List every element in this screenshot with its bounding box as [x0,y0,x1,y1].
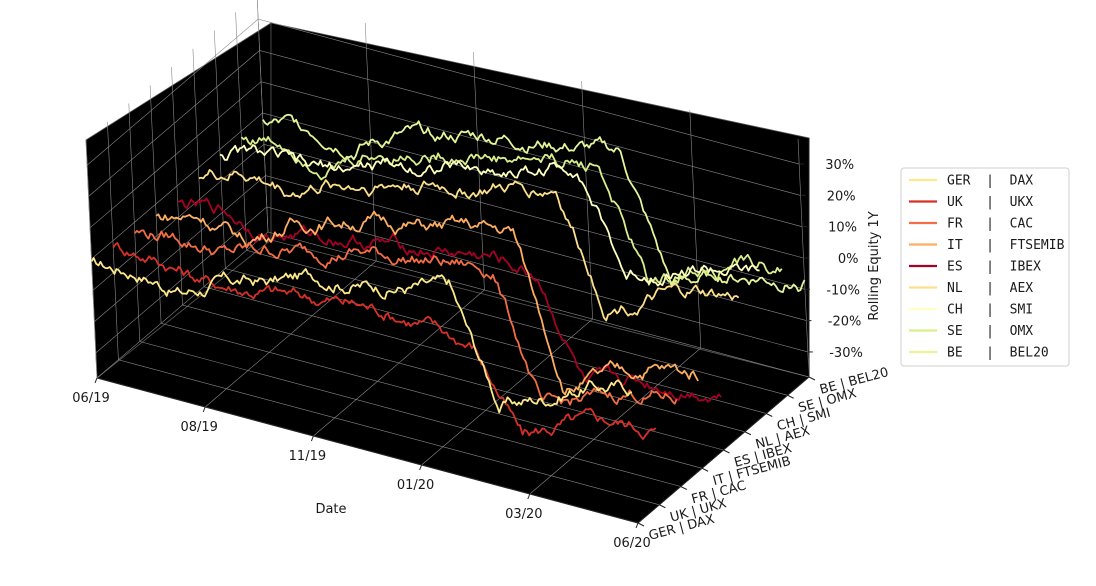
y-tick [637,522,645,527]
legend-label: NL | AEX [947,281,1033,296]
y-tick [787,394,794,399]
z-gridline [95,206,808,354]
legend-label: BE | BEL20 [947,346,1049,361]
y-gridline [128,103,681,487]
series-line [219,144,760,287]
x-tick [527,493,531,500]
z-tick-label: 0% [838,252,859,267]
series-line [240,135,783,286]
z-axis-label: Rolling Equity 1Y [867,211,882,320]
x-tick-label: 08/19 [180,420,217,435]
series-line [262,113,806,294]
x-tick [94,377,98,384]
x-axis-line [96,377,639,524]
y-gridline [192,48,745,433]
legend-box [900,167,1070,367]
series-line [90,257,633,414]
z-tick-label: -20% [828,315,862,330]
legend-label: UK | UKX [947,195,1033,210]
y-tick [766,413,773,417]
series-line [134,229,678,406]
legend-label: FR | CAC [947,217,1033,232]
legend-label: ES | IBEX [947,260,1041,275]
z-tick-label: 20% [827,189,856,204]
z-gridline [88,50,801,197]
y-gridline [235,12,788,396]
x-axis-label: Date [315,502,346,517]
series-line [198,168,740,322]
x-tick [202,406,206,413]
y-tick [744,431,752,436]
x-tick-label: 06/19 [72,391,109,406]
y-tick [723,449,730,454]
x-tick [310,435,314,442]
y-tick [808,376,816,381]
y-gridline [149,85,703,469]
z-gridline [89,81,803,228]
z-gridline [87,18,800,166]
z-gridline [92,143,805,291]
y-tick [701,467,709,472]
legend-label: CH | SMI [947,303,1033,318]
y-tick [680,486,687,490]
series-lines [90,113,806,441]
y-gridline [107,121,660,506]
y-gridline [256,0,810,378]
x-tick [419,464,423,471]
legend-label: IT | FTSEMIB [947,238,1065,253]
y-tick [659,504,666,509]
z-tick-label: 10% [828,221,857,236]
x-tick-label: 11/19 [289,449,326,464]
y-gridline [214,30,767,414]
x-tick-label: 01/20 [397,478,434,493]
z-tick-label: 30% [825,158,854,173]
x-tick-label: 03/20 [505,507,542,522]
z-tick-label: -10% [826,283,860,298]
series-line [112,242,657,441]
legend: GER | DAX UK | UKX FR | CAC IT | FTSEMIB ES … [900,167,1070,367]
x-tick [635,522,639,529]
x-tick-label: 06/20 [613,536,650,551]
legend-label: GER | DAX [947,174,1033,189]
legend-label: SE | OMX [947,324,1033,339]
z-gridline [91,112,804,260]
z-tick-label: -30% [829,346,863,361]
z-gridline [94,175,807,322]
